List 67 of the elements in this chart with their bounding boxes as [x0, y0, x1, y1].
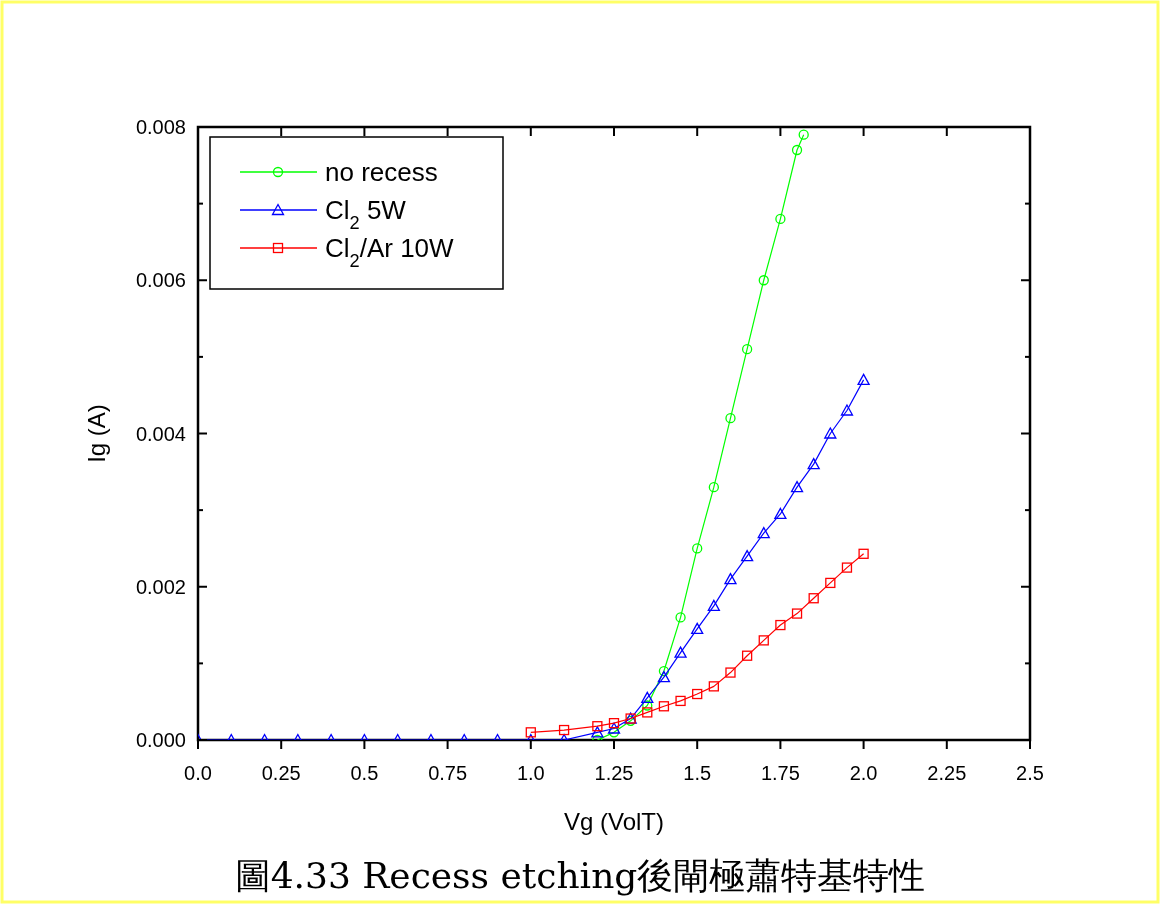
y-axis-title: Ig (A): [83, 404, 110, 463]
point: [592, 721, 603, 732]
point: [675, 695, 686, 707]
y-tick-label: 0.000: [135, 729, 186, 751]
point: [825, 577, 836, 589]
point: [758, 635, 769, 646]
text: 0.5: [350, 762, 379, 784]
point: [807, 458, 820, 470]
x-tick-label: 1.25: [594, 762, 634, 784]
point: [758, 275, 769, 286]
point: [725, 413, 736, 424]
point: [658, 665, 670, 677]
point: [708, 681, 719, 692]
x-tick-label: 0.75: [428, 762, 468, 784]
legend-label: no recess: [325, 157, 438, 187]
point: [692, 543, 703, 554]
point: [757, 526, 770, 539]
caption: 圖4.33 Recess etching後閘極蕭特基特性: [234, 855, 926, 896]
point: [675, 612, 686, 623]
point: [641, 691, 654, 704]
legend-label: Cl$_{2}$ 5W: [325, 195, 407, 233]
point: [857, 373, 870, 386]
y-tick-label: 0.004: [135, 422, 186, 445]
point: [707, 599, 720, 612]
point: [642, 700, 653, 711]
point: [824, 427, 837, 439]
x-tick-label: 1.75: [760, 762, 800, 784]
legend-label: Cl$_{2}$/Ar 10W: [325, 233, 455, 271]
point: [840, 404, 854, 416]
point: [790, 480, 804, 493]
point: [657, 671, 671, 683]
point: [658, 701, 670, 712]
point: [607, 722, 621, 734]
y-tick-label: 0.008: [135, 116, 186, 138]
text: 2.5: [1016, 762, 1044, 784]
point: [725, 667, 736, 678]
point: [774, 507, 787, 520]
point: [798, 129, 809, 140]
x-axis-title: Vg (VolT): [563, 808, 665, 835]
point: [775, 213, 786, 225]
point: [741, 344, 753, 355]
point: [808, 593, 819, 604]
text: 2.0: [849, 762, 878, 784]
point: [692, 688, 703, 700]
y-tick-label: 0.006: [135, 269, 186, 292]
y-tick-label: 0.002: [135, 575, 186, 598]
x-tick-label: 0.25: [261, 762, 301, 784]
point: [642, 707, 653, 718]
text: 1.5: [683, 762, 712, 784]
point: [608, 717, 620, 729]
point: [858, 548, 869, 559]
text: 1.0: [516, 762, 545, 784]
point: [724, 572, 737, 585]
point: [591, 726, 604, 738]
x-tick-label: 2.25: [927, 762, 967, 784]
point: [674, 646, 687, 658]
point: [558, 724, 570, 736]
point: [740, 549, 754, 562]
point: [791, 608, 803, 619]
point: [775, 619, 786, 631]
point: [708, 481, 719, 493]
point: [691, 622, 704, 635]
point: [791, 144, 803, 156]
text: 0.0: [184, 762, 212, 784]
point: [525, 727, 536, 738]
point: [741, 650, 753, 661]
point: [841, 562, 853, 573]
